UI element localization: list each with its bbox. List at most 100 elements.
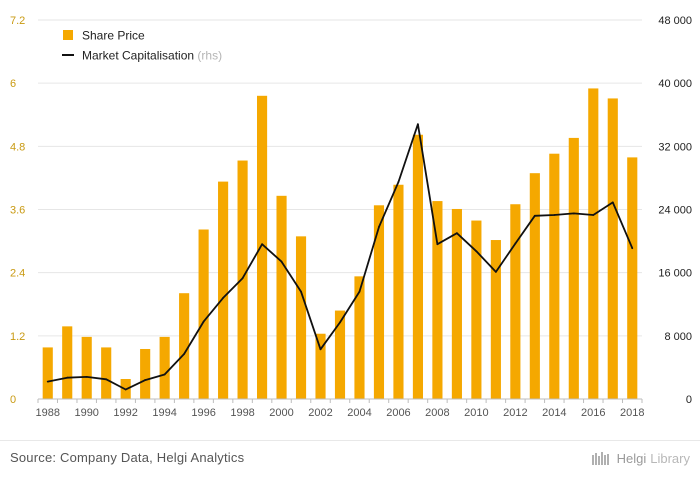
axis-layer: 0 0 1.2 8 000 2.4 16 000 3.6 24 000 4.8 32 000 6 40…: [10, 15, 692, 419]
point-market-cap-2008: [436, 243, 439, 246]
y-tick-left: 4.8: [10, 141, 25, 153]
y-tick-left: 2.4: [10, 268, 25, 280]
helgi-library-logo: Helgi Library: [591, 450, 690, 466]
bar-share-price-1998: [237, 160, 248, 399]
bar-share-price-2003: [334, 310, 346, 399]
point-market-cap-2006: [397, 180, 400, 183]
point-market-cap-2000: [280, 260, 283, 263]
y-tick-right: 0: [686, 394, 692, 406]
point-market-cap-2001: [300, 290, 302, 293]
point-market-cap-1998: [241, 277, 244, 280]
bar-share-price-1990: [81, 336, 92, 399]
point-market-cap-2014: [553, 214, 556, 216]
y-tick-left: 0: [10, 394, 16, 406]
y-tick-right: 32 000: [658, 141, 692, 153]
bar-share-price-2015: [568, 137, 579, 399]
bar-share-price-2007: [412, 134, 424, 399]
bar-share-price-2013: [529, 173, 540, 399]
x-tick-label: 1990: [74, 407, 98, 419]
bar-share-price-1988: [42, 347, 53, 399]
y-tick-right: 24 000: [658, 205, 692, 217]
x-tick-label: 2004: [347, 407, 371, 419]
library-icon: [591, 452, 609, 465]
x-tick-label: 2002: [308, 407, 332, 419]
x-tick-label: 2016: [581, 407, 605, 419]
legend-market-cap-suffix: (rhs): [197, 49, 222, 63]
bar-share-price-1991: [101, 347, 112, 399]
y-tick-left: 1.2: [10, 331, 25, 343]
legend-market-cap-name: Market Capitalisation: [82, 49, 194, 63]
legend-share-price: Share Price: [82, 29, 145, 43]
point-market-cap-1992: [124, 388, 127, 391]
point-market-cap-1997: [222, 297, 224, 299]
point-market-cap-2016: [592, 214, 595, 216]
point-market-cap-2018: [631, 247, 634, 250]
x-tick-label: 1992: [113, 407, 137, 419]
point-market-cap-2017: [611, 201, 614, 204]
grid-layer: [38, 19, 642, 400]
bar-share-price-2001: [295, 236, 307, 399]
point-market-cap-1995: [183, 353, 186, 355]
y-tick-right: 40 000: [658, 78, 692, 90]
point-market-cap-2007: [417, 123, 419, 126]
bar-share-price-2011: [490, 240, 501, 399]
x-tick-label: 1988: [35, 407, 59, 419]
bar-share-price-1994: [159, 336, 170, 399]
bars-layer: [42, 88, 638, 400]
legend-market-cap: Market Capitalisation (rhs): [82, 49, 222, 63]
bar-share-price-1999: [256, 95, 268, 400]
y-tick-right: 48 000: [658, 15, 692, 27]
bar-share-price-2018: [627, 157, 638, 399]
y-tick-left: 7.2: [10, 15, 25, 27]
point-market-cap-2002: [319, 348, 322, 351]
x-tick-label: 2014: [542, 407, 566, 419]
y-tick-right: 16 000: [658, 268, 692, 280]
point-market-cap-2009: [456, 232, 458, 235]
x-tick-label: 2008: [425, 407, 449, 419]
bar-share-price-2010: [471, 220, 482, 399]
bar-share-price-2017: [607, 98, 618, 399]
x-tick-label: 2000: [269, 407, 293, 419]
point-market-cap-1999: [261, 243, 263, 246]
point-market-cap-2013: [533, 214, 536, 217]
point-market-cap-1994: [163, 373, 166, 376]
bar-share-price-1989: [62, 326, 73, 399]
point-market-cap-2010: [475, 250, 478, 253]
bar-share-price-2000: [276, 195, 287, 399]
legend: Share Price Market Capitalisation (rhs): [62, 29, 222, 63]
point-market-cap-1990: [85, 375, 88, 378]
point-market-cap-1993: [144, 379, 147, 381]
footer-divider: [0, 440, 700, 441]
bar-share-price-1996: [198, 229, 209, 399]
x-tick-label: 1996: [191, 407, 215, 419]
bar-share-price-2014: [549, 153, 560, 399]
point-market-cap-1989: [66, 376, 69, 379]
bar-share-price-1993: [140, 348, 151, 399]
bar-share-price-2004: [354, 276, 365, 399]
point-market-cap-2012: [514, 242, 517, 245]
bar-share-price-2006: [393, 184, 404, 399]
bar-share-price-2008: [432, 201, 443, 399]
legend-bar-swatch: [63, 30, 73, 40]
x-tick-label: 2006: [386, 407, 410, 419]
point-market-cap-2005: [378, 225, 380, 228]
bar-share-price-1995: [179, 293, 190, 399]
x-tick-label: 2012: [503, 407, 527, 419]
bar-share-price-2005: [373, 205, 385, 399]
point-market-cap-2004: [358, 290, 361, 293]
bar-share-price-2016: [588, 88, 599, 400]
bar-share-price-1997: [218, 181, 229, 399]
point-market-cap-2003: [339, 321, 341, 324]
bar-share-price-2009: [451, 208, 462, 399]
chart-svg: 0 0 1.2 8 000 2.4 16 000 3.6 24 000 4.8 32 000 6 40…: [10, 15, 692, 419]
x-tick-label: 1994: [152, 407, 176, 419]
point-market-cap-1996: [202, 320, 205, 323]
y-tick-left: 6: [10, 78, 16, 90]
source-note: Source: Company Data, Helgi Analytics: [10, 450, 245, 465]
y-tick-right: 8 000: [664, 331, 692, 343]
bar-share-price-2002: [315, 333, 326, 399]
x-tick-label: 2018: [620, 407, 644, 419]
point-market-cap-1988: [46, 380, 49, 383]
bar-share-price-2012: [510, 204, 521, 399]
